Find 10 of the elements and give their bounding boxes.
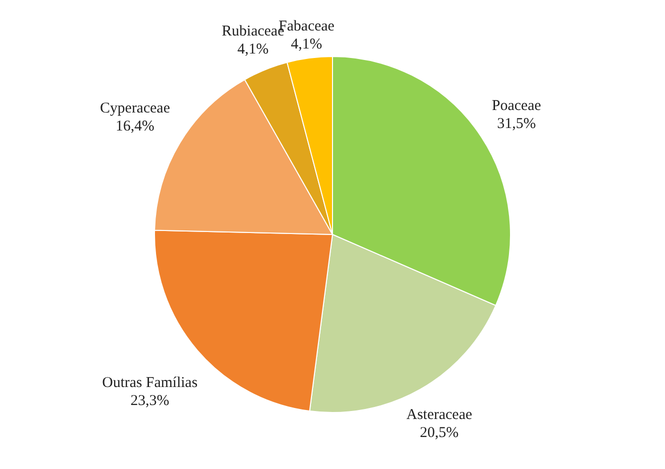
data-label: 31,5% bbox=[497, 116, 536, 132]
data-label: 20,5% bbox=[420, 424, 459, 441]
slice-label: Asteraceae bbox=[406, 406, 472, 423]
slice-label: Poaceae bbox=[492, 98, 542, 114]
data-label: 4,1% bbox=[237, 41, 269, 58]
slice-label: Outras Famílias bbox=[102, 375, 198, 392]
slice-label: Cyperaceae bbox=[100, 100, 170, 116]
data-label: 23,3% bbox=[130, 393, 170, 410]
data-label: 16,4% bbox=[116, 118, 154, 134]
data-label: 4,1% bbox=[290, 36, 322, 52]
